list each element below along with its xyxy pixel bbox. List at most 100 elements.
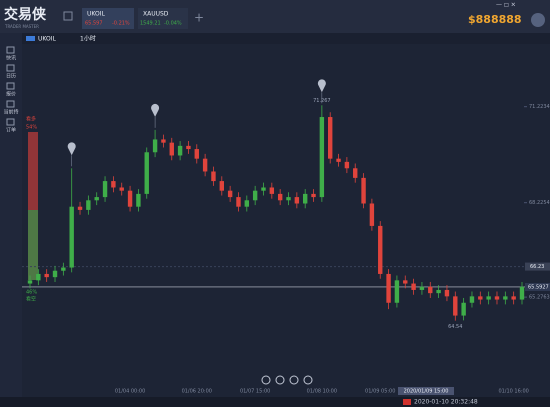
candle-body (161, 139, 166, 143)
candle-body (469, 296, 475, 303)
tab-symbol: UKOIL (87, 11, 105, 18)
x-tick-label: 01/09 05:00 (365, 389, 395, 395)
time-box (398, 387, 454, 395)
sidebar-icon (6, 82, 15, 90)
sidebar-icon (6, 100, 15, 108)
x-tick-label: 01/07 15:00 (240, 389, 270, 395)
sidebar-icon (6, 118, 15, 126)
candle-body (453, 296, 458, 316)
interval[interactable]: 1小时 (80, 35, 96, 43)
zoom-out[interactable] (261, 375, 271, 385)
candle-body (77, 206, 83, 210)
event-pin (67, 142, 76, 156)
candle-body (436, 289, 441, 294)
candle-body (394, 280, 400, 303)
candle-body (94, 197, 99, 201)
candle-body (403, 280, 408, 284)
sidebar-icon (6, 46, 15, 54)
bear-bar (28, 210, 38, 280)
bear-pct: 46% (26, 290, 37, 296)
next[interactable] (289, 375, 299, 385)
x-tick-label: 01/06 20:00 (182, 389, 212, 395)
y-tick-label: 71.2234 (529, 104, 550, 110)
candle-body (411, 283, 416, 290)
candle-body (186, 145, 191, 150)
candle-body (378, 225, 383, 274)
candle-body (494, 296, 500, 300)
candle-body (461, 302, 466, 316)
candle-body (286, 197, 291, 201)
sidebar-label: 快讯 (6, 55, 16, 62)
candle-body (44, 273, 49, 278)
candle-body (328, 117, 333, 159)
candle-body (36, 273, 41, 281)
candle-body (511, 296, 516, 300)
sidebar-label: 订单 (6, 127, 16, 134)
event-pin (151, 103, 160, 117)
candle-body (344, 161, 350, 169)
candle-body (127, 190, 133, 207)
symbol: UKOIL (38, 36, 56, 43)
toolbar (22, 33, 550, 44)
tab-change: -0.21% (112, 21, 130, 27)
window-buttons[interactable]: — ◻ ✕ (496, 2, 516, 9)
candle-body (227, 190, 233, 198)
candle-body (361, 177, 366, 204)
candle-body (169, 142, 174, 156)
event-pin (317, 79, 326, 93)
candle-body (369, 203, 375, 226)
low-label: 64.54 (448, 324, 462, 330)
zoom-in[interactable] (303, 375, 313, 385)
bull-pct: 54% (26, 125, 37, 131)
logo-sub: TRADER MASTER (4, 24, 39, 29)
tab[interactable] (138, 8, 188, 29)
candle-body (336, 158, 341, 162)
grid-icon[interactable] (63, 11, 73, 21)
x-tick-label: 01/04 00:00 (115, 389, 145, 395)
status-time: 2020-01-10 20:32:48 (414, 399, 478, 406)
candle-body (27, 280, 33, 284)
tab-price: 1549.21 (140, 21, 161, 27)
candle-body (252, 190, 258, 201)
candle-body (194, 149, 199, 159)
sidebar-label: 当前持 (3, 109, 18, 116)
add-tab[interactable]: + (194, 11, 204, 25)
candle-body (386, 273, 391, 303)
candle-body (136, 193, 141, 207)
candle-body (119, 187, 124, 191)
candle-body (69, 206, 74, 268)
tab[interactable] (82, 8, 134, 29)
candle-body (444, 289, 450, 297)
prev[interactable] (275, 375, 285, 385)
candle-body (486, 296, 491, 300)
tab-price: 65.597 (85, 21, 103, 27)
candle-body (302, 193, 308, 204)
candle-body (236, 197, 241, 207)
candle-body (211, 171, 216, 182)
candle-body (519, 286, 525, 300)
candle-body (177, 145, 183, 156)
logo: 交易侠 (4, 6, 47, 23)
candle-body (144, 152, 149, 194)
sidebar (0, 33, 22, 407)
high-label: 71.267 (313, 98, 331, 104)
x-tick-label: 01/08 10:00 (307, 389, 337, 395)
candle-body (353, 168, 358, 178)
bear-label: 看空 (26, 296, 36, 303)
avatar[interactable] (531, 13, 545, 27)
candle-body (319, 117, 325, 198)
current-price: 66.23 (530, 264, 544, 270)
candle-body (478, 296, 483, 300)
candle-body (111, 181, 116, 188)
candle-body (86, 200, 91, 210)
bull-bar (28, 132, 38, 280)
candle-body (219, 181, 224, 191)
flag (403, 399, 411, 405)
candle-body (428, 286, 433, 294)
x-tick-label: 01/10 16:00 (498, 389, 528, 395)
candle-body (277, 193, 283, 201)
candle-body (269, 187, 275, 194)
candle-body (419, 286, 425, 290)
crosshair-box (525, 282, 550, 291)
